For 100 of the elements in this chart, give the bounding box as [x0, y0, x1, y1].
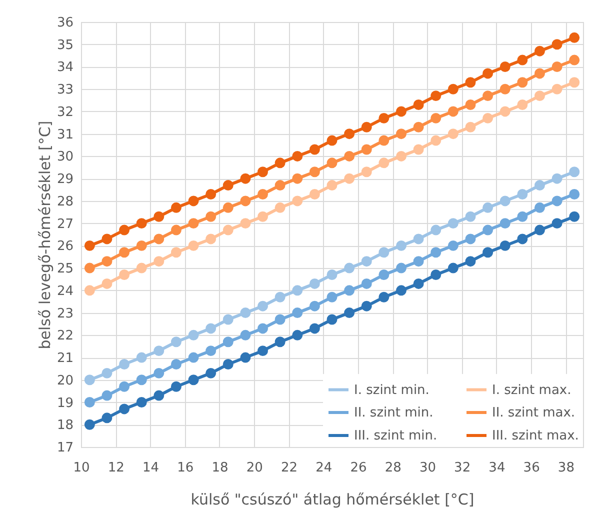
y-tick-label: 34	[56, 60, 74, 76]
point	[517, 234, 528, 244]
point	[500, 84, 510, 94]
point	[154, 390, 164, 401]
point	[569, 32, 580, 43]
point	[222, 180, 234, 191]
point	[430, 90, 442, 102]
point	[500, 240, 510, 251]
point	[84, 285, 95, 296]
point	[378, 158, 390, 168]
point	[413, 122, 424, 132]
point	[552, 39, 562, 50]
point	[274, 314, 286, 325]
x-tick-label: 26	[350, 460, 367, 476]
point	[448, 218, 458, 229]
point	[326, 180, 338, 191]
point	[136, 218, 147, 229]
point	[309, 189, 320, 200]
y-tick-label: 25	[56, 262, 74, 277]
point	[448, 262, 458, 274]
point	[465, 100, 476, 110]
point	[170, 336, 182, 348]
point	[309, 300, 320, 312]
point	[430, 247, 442, 258]
point	[206, 368, 216, 378]
point	[309, 144, 320, 155]
point	[552, 84, 562, 94]
x-tick-label: 24	[316, 460, 332, 476]
point	[517, 211, 528, 222]
point	[361, 256, 372, 267]
x-tick-label: 30	[419, 460, 436, 476]
point	[222, 202, 234, 213]
point	[326, 270, 338, 280]
point	[119, 381, 130, 392]
point	[430, 112, 442, 124]
point	[309, 323, 320, 334]
y-tick-label: 21	[56, 351, 74, 366]
y-tick-label: 29	[56, 172, 74, 188]
point	[482, 112, 494, 124]
y-tick-label: 18	[56, 418, 74, 434]
point	[154, 211, 164, 222]
point	[136, 352, 147, 363]
point	[206, 234, 216, 244]
point	[569, 77, 580, 88]
y-tick-label: 22	[56, 328, 74, 344]
point	[448, 84, 458, 94]
point	[326, 158, 338, 168]
point	[396, 106, 406, 117]
point	[465, 256, 476, 267]
point	[344, 128, 355, 140]
point	[465, 122, 476, 132]
point	[309, 278, 320, 289]
point	[378, 292, 390, 302]
point	[552, 218, 562, 229]
point	[102, 412, 112, 424]
point	[136, 374, 147, 386]
point	[517, 100, 528, 110]
point	[500, 218, 510, 229]
point	[482, 90, 494, 102]
point	[222, 359, 234, 370]
point	[258, 346, 268, 356]
point	[326, 135, 338, 146]
point	[534, 202, 545, 213]
point	[222, 336, 234, 348]
point	[361, 166, 372, 178]
point	[170, 247, 182, 258]
point	[430, 224, 442, 236]
point	[378, 135, 390, 146]
point	[448, 128, 458, 140]
point	[154, 368, 164, 378]
y-tick-label: 31	[56, 127, 74, 142]
x-axis-title: külső "csúszó" átlag hőmérséklet [°C]	[190, 490, 474, 508]
point	[361, 144, 372, 155]
x-tick-label: 36	[523, 460, 540, 476]
point	[240, 308, 251, 318]
x-tick-label: 12	[108, 460, 124, 476]
point	[309, 166, 320, 178]
point	[413, 256, 424, 267]
point	[84, 419, 95, 430]
point	[534, 46, 545, 56]
point	[517, 189, 528, 200]
point	[482, 68, 494, 79]
point	[413, 144, 424, 155]
point	[119, 224, 130, 236]
point	[274, 292, 286, 302]
point	[119, 247, 130, 258]
point	[500, 196, 510, 206]
y-tick-label: 20	[56, 373, 74, 388]
x-tick-label: 28	[384, 460, 402, 476]
point	[84, 374, 95, 386]
point	[240, 352, 251, 363]
point	[170, 224, 182, 236]
point	[482, 247, 494, 258]
point	[170, 359, 182, 370]
point	[84, 262, 95, 274]
point	[274, 158, 286, 168]
legend-label: II. szint max.	[492, 406, 576, 420]
point	[222, 314, 234, 325]
legend-label: III. szint min.	[354, 428, 438, 444]
x-tick-label: 32	[454, 460, 471, 476]
